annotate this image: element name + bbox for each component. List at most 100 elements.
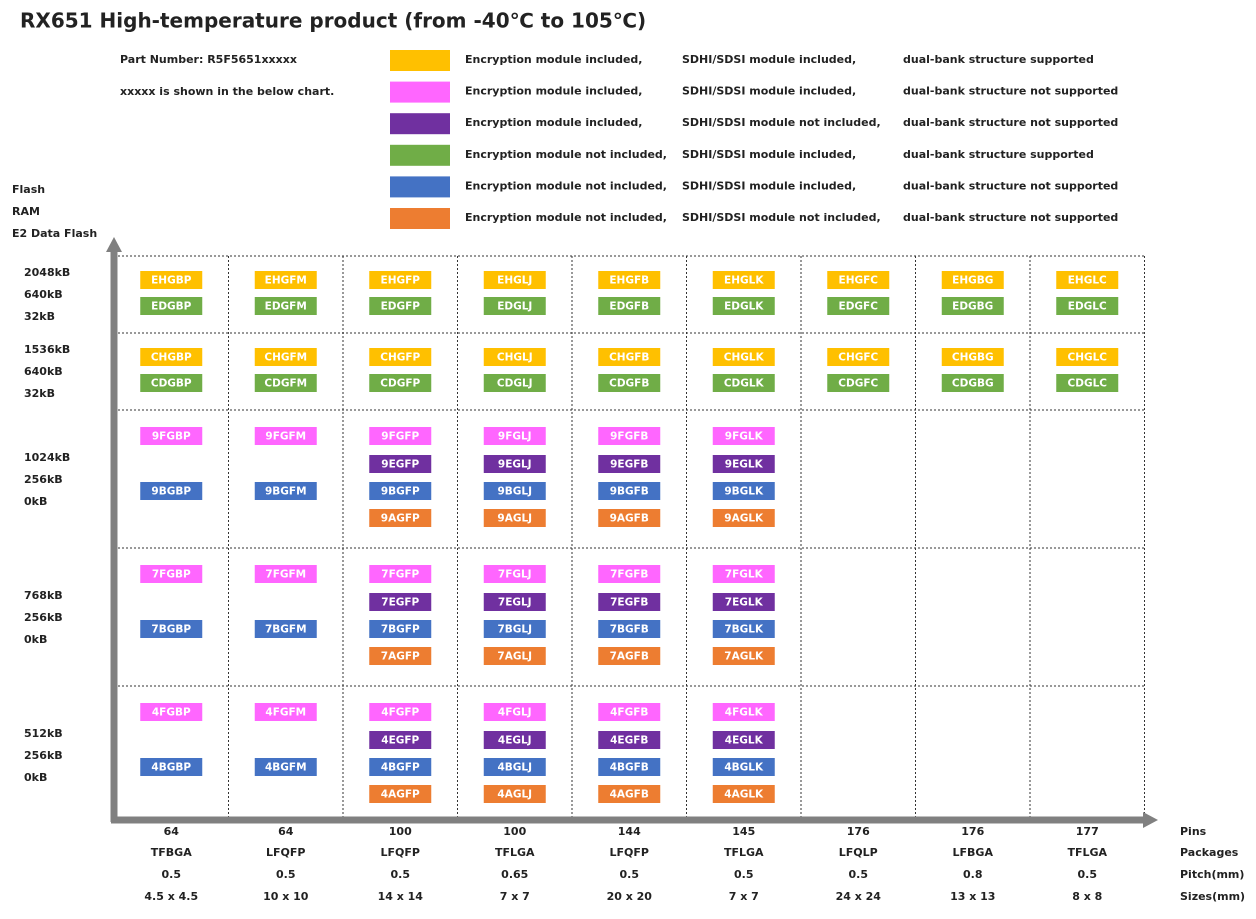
column-info: 64 xyxy=(164,825,180,838)
chip-code: CDGFP xyxy=(380,378,420,390)
legend-text: Encryption module included, xyxy=(465,116,642,129)
chip-code: 9FGLJ xyxy=(498,431,532,443)
chip-code: EHGFM xyxy=(265,275,307,287)
chip xyxy=(827,348,890,366)
chip-code: CDGLK xyxy=(724,378,765,390)
column-info: 64 xyxy=(278,825,294,838)
chip-code: 7AGFP xyxy=(381,651,420,663)
chip-code: 4EGFP xyxy=(381,735,419,747)
chip xyxy=(712,593,775,611)
legend-text: dual-bank structure supported xyxy=(903,53,1094,66)
row-label: 0kB xyxy=(24,495,47,508)
y-arrow xyxy=(106,237,122,252)
chip-code: CDGFC xyxy=(838,378,878,390)
chip xyxy=(598,593,661,611)
chip-code: 9EGFB xyxy=(610,459,648,471)
chip xyxy=(369,620,432,638)
chip xyxy=(1056,348,1119,366)
column-info: 10 x 10 xyxy=(263,890,309,903)
chip xyxy=(369,482,432,500)
chip xyxy=(483,374,546,392)
chip xyxy=(254,565,317,583)
legend-text: dual-bank structure supported xyxy=(903,148,1094,161)
chip xyxy=(140,374,203,392)
chip-code: 9FGFP xyxy=(381,431,419,443)
chip xyxy=(941,297,1004,315)
chip-code: 7AGLK xyxy=(724,651,764,663)
chip xyxy=(483,348,546,366)
chip-code: 7EGFP xyxy=(381,597,419,609)
x-arrow xyxy=(1143,812,1158,828)
chip xyxy=(712,785,775,803)
chip xyxy=(712,731,775,749)
chip-code: EDGBG xyxy=(952,301,993,313)
chip xyxy=(369,427,432,445)
chip xyxy=(483,593,546,611)
chip xyxy=(712,565,775,583)
row-label: 768kB xyxy=(24,589,63,602)
chip-code: 7AGFB xyxy=(610,651,649,663)
chip-code: CDGBP xyxy=(151,378,192,390)
chip-code: 7BGBP xyxy=(151,624,191,636)
column-info: LFBGA xyxy=(953,846,994,859)
chip xyxy=(254,297,317,315)
chip xyxy=(140,482,203,500)
chip-code: 9FGBP xyxy=(152,431,191,443)
column-info: 20 x 20 xyxy=(607,890,653,903)
row-label: 0kB xyxy=(24,633,47,646)
chip-code: EHGFB xyxy=(609,275,649,287)
chip xyxy=(140,297,203,315)
legend-text: Encryption module not included, xyxy=(465,148,667,161)
chip-code: 4FGFB xyxy=(610,707,648,719)
chip xyxy=(369,593,432,611)
chip xyxy=(369,758,432,776)
chip-code: EHGBG xyxy=(952,275,993,287)
chip-code: 7BGFP xyxy=(381,624,420,636)
chip xyxy=(483,297,546,315)
column-info: 8 x 8 xyxy=(1072,890,1102,903)
chip-code: 9BGBP xyxy=(151,486,191,498)
chip-code: EHGBP xyxy=(151,275,192,287)
row-label: 256kB xyxy=(24,611,63,624)
chip xyxy=(598,758,661,776)
legend-text: dual-bank structure not supported xyxy=(903,85,1118,98)
chip xyxy=(598,731,661,749)
chip-code: 7FGLJ xyxy=(498,569,532,581)
chip-code: 4FGLK xyxy=(725,707,764,719)
legend-text: Encryption module included, xyxy=(465,53,642,66)
chip-code: 4AGFB xyxy=(610,789,649,801)
legend-swatch xyxy=(390,81,450,103)
column-info: 0.5 xyxy=(734,868,754,881)
chip-code: 4FGLJ xyxy=(498,707,532,719)
column-info: TFLGA xyxy=(1067,846,1107,859)
chip-code: 7EGLK xyxy=(725,597,764,609)
chip-code: 4FGBP xyxy=(152,707,191,719)
column-info: 0.5 xyxy=(391,868,411,881)
chip-code: CHGLC xyxy=(1067,352,1107,364)
chip xyxy=(598,297,661,315)
chip-code: CDGLJ xyxy=(497,378,533,390)
chip-code: CDGFB xyxy=(609,378,649,390)
chip-code: 7FGLK xyxy=(725,569,764,581)
chip xyxy=(140,565,203,583)
legend-swatch xyxy=(390,50,450,71)
chip xyxy=(483,455,546,473)
chip xyxy=(369,374,432,392)
chip-code: CDGFM xyxy=(264,378,307,390)
chip xyxy=(483,647,546,665)
chip-code: 9EGLK xyxy=(725,459,764,471)
chip xyxy=(712,482,775,500)
column-info: 0.5 xyxy=(1078,868,1098,881)
chip xyxy=(598,348,661,366)
chip xyxy=(941,374,1004,392)
chip xyxy=(827,271,890,289)
chip xyxy=(712,348,775,366)
row-label: 2048kB xyxy=(24,266,70,279)
chip xyxy=(598,509,661,527)
chip xyxy=(827,374,890,392)
chip xyxy=(140,703,203,721)
chip-code: 4BGFB xyxy=(610,762,649,774)
chip xyxy=(254,427,317,445)
y-axis-label: E2 Data Flash xyxy=(12,227,97,240)
